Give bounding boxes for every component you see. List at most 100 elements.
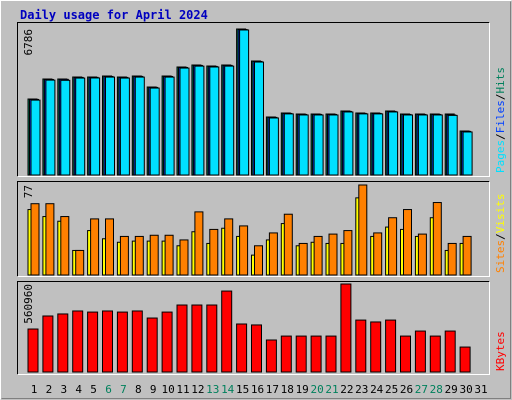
bar [462, 131, 473, 176]
x-tick-label: 5 [90, 383, 97, 396]
bar [60, 79, 71, 176]
bar [388, 217, 398, 276]
bar [265, 339, 277, 373]
bar [239, 29, 250, 176]
bar [102, 310, 113, 373]
x-tick-label: 28 [430, 383, 443, 396]
bar [447, 114, 458, 176]
bar [236, 323, 248, 373]
x-tick-label: 6 [105, 383, 112, 396]
bar [131, 310, 143, 373]
bar [328, 114, 339, 176]
legend-entry: Sites [494, 240, 507, 273]
bar [90, 77, 101, 176]
bar [149, 87, 160, 176]
bar [27, 328, 39, 373]
x-tick-label: 25 [385, 383, 398, 396]
bar [30, 203, 40, 276]
bar [403, 209, 412, 276]
bar [400, 335, 411, 373]
bar [45, 203, 55, 276]
x-tick-label: 21 [325, 383, 338, 396]
bar [462, 235, 472, 276]
bar [295, 335, 307, 373]
legend-separator: / [494, 94, 507, 101]
y-tick-label: 560960 [22, 284, 35, 324]
bar [340, 283, 352, 373]
bar [254, 61, 264, 176]
x-tick-label: 1 [31, 383, 38, 396]
bar [164, 76, 175, 176]
panel-border-light [17, 181, 490, 277]
bar [313, 114, 324, 176]
panel-border-dark [17, 181, 490, 277]
bar [373, 113, 384, 176]
bar [90, 218, 100, 276]
bar [179, 67, 190, 176]
x-tick-label: 17 [266, 383, 279, 396]
x-tick-label: 27 [415, 383, 428, 396]
bar [343, 230, 353, 276]
bar [268, 232, 278, 276]
x-tick-label: 31 [474, 383, 487, 396]
bar [385, 319, 397, 373]
bar [105, 218, 114, 276]
bar [251, 324, 262, 373]
panel-border-light [17, 22, 490, 177]
bar [30, 99, 41, 176]
bar [72, 310, 84, 373]
y-tick-label: 6786 [22, 29, 35, 56]
bar [176, 304, 188, 373]
bar [134, 235, 144, 276]
bar [403, 114, 413, 176]
legend: KBytes [494, 331, 507, 371]
x-tick-label: 24 [370, 383, 384, 396]
legend-entry: Files [494, 100, 507, 133]
x-tick-label: 16 [251, 383, 264, 396]
bar [325, 335, 337, 373]
y-tick-label: 77 [22, 185, 35, 198]
bar [221, 290, 233, 373]
bar [164, 234, 174, 276]
bar [191, 304, 203, 373]
bar [45, 79, 56, 176]
bar [358, 184, 368, 276]
bar [283, 213, 293, 276]
bar [343, 111, 354, 176]
legend-entry: KBytes [494, 331, 507, 371]
legend-entry: Visits [494, 194, 507, 234]
x-tick-label: 19 [296, 383, 309, 396]
legend-entry: Pages [494, 140, 507, 173]
x-tick-label: 11 [176, 383, 189, 396]
x-tick-label: 18 [281, 383, 294, 396]
bar [60, 216, 70, 276]
bar [179, 239, 189, 276]
bar [417, 233, 427, 276]
bar [161, 311, 173, 373]
x-tick-label: 15 [236, 383, 249, 396]
bar [75, 77, 86, 176]
bar [239, 225, 249, 276]
x-tick-label: 30 [459, 383, 472, 396]
bar [119, 235, 129, 276]
x-tick-label: 22 [340, 383, 353, 396]
bar [224, 65, 235, 176]
panel-border-light [17, 281, 490, 375]
x-tick-label: 29 [445, 383, 458, 396]
bar [432, 202, 442, 276]
bar [370, 321, 382, 373]
bar [373, 232, 383, 276]
x-tick-label: 13 [206, 383, 219, 396]
x-tick-label: 2 [46, 383, 53, 396]
x-tick-label: 8 [135, 383, 142, 396]
bar [429, 335, 441, 373]
bar [283, 113, 294, 176]
bar [358, 113, 369, 176]
legend: Pages/Files/Hits [494, 67, 507, 173]
x-tick-label: 9 [150, 383, 157, 396]
bar [388, 111, 399, 176]
x-tick-label: 14 [221, 383, 235, 396]
